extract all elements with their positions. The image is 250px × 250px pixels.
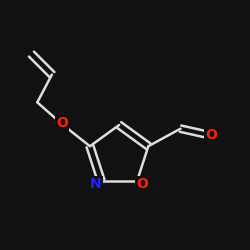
Text: O: O bbox=[56, 116, 68, 130]
Text: N: N bbox=[90, 177, 102, 191]
Text: O: O bbox=[205, 128, 217, 141]
Text: O: O bbox=[136, 177, 148, 191]
